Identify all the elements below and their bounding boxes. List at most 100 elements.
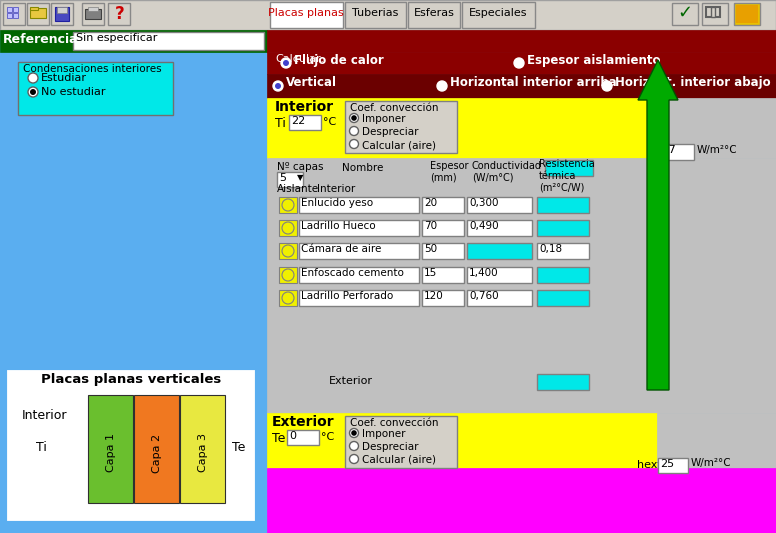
- Text: 0,760: 0,760: [469, 291, 499, 301]
- Bar: [702, 3, 728, 25]
- Bar: [13, 13, 18, 18]
- Text: Espesor
(mm): Espesor (mm): [430, 161, 469, 183]
- Text: Cámara de aire: Cámara de aire: [301, 244, 381, 254]
- Text: Referencia: Referencia: [3, 33, 78, 46]
- Text: Espesor aislamiento: Espesor aislamiento: [527, 54, 660, 67]
- Bar: [422, 290, 464, 306]
- Bar: [279, 243, 297, 259]
- Bar: [277, 172, 303, 187]
- Text: °C: °C: [323, 117, 336, 127]
- Text: W/m²°C: W/m²°C: [697, 145, 738, 155]
- Bar: [736, 5, 758, 23]
- Text: Interior: Interior: [275, 100, 334, 114]
- Bar: [299, 290, 419, 306]
- Text: Calcular (aire): Calcular (aire): [362, 455, 436, 465]
- Text: Tuberias: Tuberias: [352, 8, 398, 18]
- Text: 0,490: 0,490: [469, 221, 499, 231]
- Bar: [279, 197, 297, 213]
- Text: 50: 50: [424, 244, 437, 254]
- Circle shape: [273, 81, 283, 91]
- Bar: [180, 395, 225, 503]
- Text: Enlucido yeso: Enlucido yeso: [301, 198, 373, 208]
- Text: Estudiar: Estudiar: [41, 73, 87, 83]
- Text: h: h: [648, 147, 655, 157]
- Text: Horizontal interior arriba: Horizontal interior arriba: [450, 76, 617, 89]
- Circle shape: [349, 455, 359, 464]
- Text: Condensaciones interiores: Condensaciones interiores: [23, 64, 161, 74]
- Text: Interior: Interior: [22, 409, 68, 422]
- Bar: [658, 458, 688, 473]
- Bar: [299, 267, 419, 283]
- Bar: [55, 7, 69, 21]
- Bar: [545, 160, 593, 176]
- Circle shape: [352, 430, 357, 436]
- Bar: [345, 101, 457, 153]
- Bar: [7, 13, 12, 18]
- Text: Coef. convección: Coef. convección: [350, 103, 438, 113]
- Text: 20: 20: [424, 198, 437, 208]
- FancyArrow shape: [638, 60, 678, 390]
- Text: ✓: ✓: [677, 4, 692, 22]
- Bar: [706, 7, 720, 17]
- Bar: [657, 413, 776, 468]
- Bar: [85, 9, 101, 19]
- Bar: [467, 220, 532, 236]
- Bar: [88, 395, 133, 503]
- Text: Calcular (aire): Calcular (aire): [362, 140, 436, 150]
- Circle shape: [275, 83, 281, 89]
- Bar: [299, 243, 419, 259]
- Circle shape: [349, 114, 359, 123]
- Bar: [462, 2, 535, 28]
- Text: 0: 0: [289, 431, 296, 441]
- Bar: [287, 430, 319, 445]
- Circle shape: [282, 222, 294, 234]
- Text: ▼: ▼: [297, 173, 303, 182]
- Text: Interior: Interior: [317, 184, 355, 194]
- Text: Horizont. interior abajo: Horizont. interior abajo: [615, 76, 771, 89]
- Bar: [672, 3, 698, 25]
- Bar: [3, 3, 25, 25]
- Circle shape: [349, 441, 359, 450]
- Circle shape: [282, 245, 294, 257]
- Circle shape: [30, 89, 36, 95]
- Bar: [467, 243, 532, 259]
- Text: 22: 22: [291, 116, 305, 126]
- Bar: [299, 220, 419, 236]
- Text: °C: °C: [321, 432, 334, 442]
- Bar: [422, 243, 464, 259]
- Circle shape: [28, 73, 38, 83]
- Text: 1,400: 1,400: [469, 268, 499, 278]
- Text: Capa 3: Capa 3: [198, 433, 208, 472]
- Bar: [267, 98, 657, 158]
- Text: Vertical: Vertical: [286, 76, 337, 89]
- Bar: [537, 374, 589, 390]
- Bar: [467, 267, 532, 283]
- Text: Sin especificar: Sin especificar: [76, 33, 158, 43]
- Text: 0,18: 0,18: [539, 244, 562, 254]
- Text: Enfoscado cemento: Enfoscado cemento: [301, 268, 404, 278]
- Circle shape: [602, 81, 612, 91]
- Bar: [18, 62, 173, 115]
- Bar: [7, 7, 12, 12]
- Text: Ladrillo Perforado: Ladrillo Perforado: [301, 291, 393, 301]
- Text: 7,7: 7,7: [658, 145, 676, 155]
- Text: No estudiar: No estudiar: [41, 87, 106, 97]
- Text: Conductividad
(W/m°C): Conductividad (W/m°C): [472, 161, 542, 183]
- Bar: [299, 197, 419, 213]
- Text: Placas planas verticales: Placas planas verticales: [41, 373, 221, 386]
- Bar: [108, 3, 130, 25]
- Text: 70: 70: [424, 221, 437, 231]
- Bar: [734, 3, 760, 25]
- Text: Flujo de calor: Flujo de calor: [294, 54, 384, 67]
- Bar: [279, 267, 297, 283]
- Text: 120: 120: [424, 291, 444, 301]
- Circle shape: [352, 115, 357, 121]
- Bar: [267, 413, 657, 468]
- Bar: [57, 7, 67, 13]
- Bar: [30, 8, 46, 18]
- Bar: [30, 7, 38, 10]
- Text: Esferas: Esferas: [414, 8, 455, 18]
- Bar: [51, 3, 73, 25]
- Bar: [267, 158, 776, 413]
- Bar: [408, 2, 460, 28]
